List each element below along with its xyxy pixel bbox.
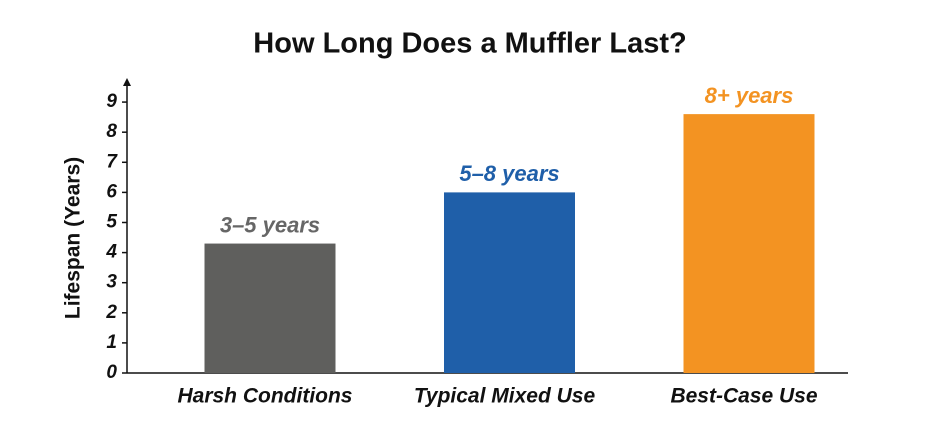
y-axis-arrow: [123, 78, 131, 86]
y-tick-label: 5: [106, 212, 117, 233]
y-tick-label: 3: [106, 272, 117, 293]
y-tick-label: 9: [106, 91, 117, 112]
bar-annotation: 5–8 years: [459, 161, 559, 186]
bar: [683, 114, 815, 374]
bar: [444, 192, 575, 373]
y-tick-label: 8: [106, 121, 117, 142]
x-tick-label: Best-Case Use: [670, 385, 817, 408]
y-tick-label: 6: [106, 181, 117, 202]
bar: [204, 243, 336, 373]
x-tick-label: Harsh Conditions: [177, 385, 352, 408]
y-axis-title: Lifespan (Years): [62, 157, 85, 319]
x-tick-label: Typical Mixed Use: [414, 385, 596, 408]
y-tick-label: 1: [106, 332, 117, 353]
chart-title: How Long Does a Muffler Last?: [253, 28, 686, 60]
y-tick-label: 0: [106, 362, 117, 383]
y-tick-label: 2: [105, 302, 117, 323]
bar-annotation: 3–5 years: [220, 212, 320, 237]
y-tick-label: 7: [106, 151, 118, 172]
y-tick-label: 4: [105, 242, 117, 263]
bar-annotation: 8+ years: [705, 83, 794, 108]
